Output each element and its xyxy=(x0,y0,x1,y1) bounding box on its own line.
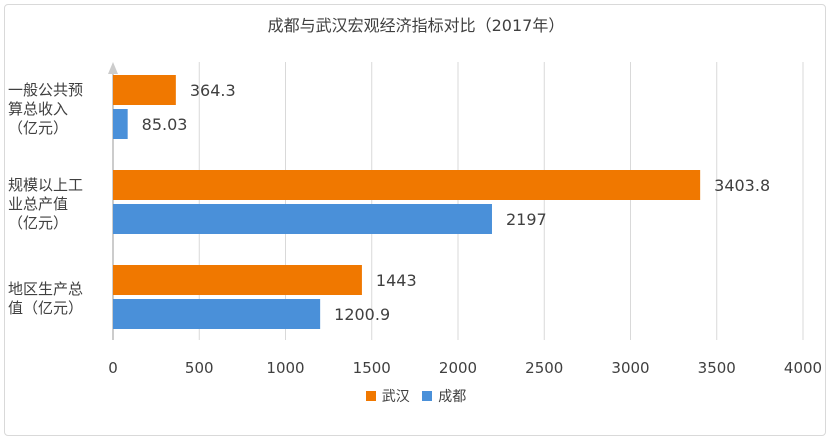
legend-label-wuhan: 武汉 xyxy=(381,389,410,405)
x-tick-label: 4000 xyxy=(784,359,822,377)
legend: 武汉 成都 xyxy=(0,386,832,406)
bar-value-label: 85.03 xyxy=(142,115,188,134)
x-tick-label: 2500 xyxy=(525,359,563,377)
x-tick-label: 1000 xyxy=(266,359,304,377)
x-tick-label: 0 xyxy=(108,359,118,377)
category-label: 一般公共预 算总收入 （亿元） xyxy=(8,80,84,137)
bar xyxy=(113,109,128,139)
chart-title: 成都与武汉宏观经济指标对比（2017年） xyxy=(267,16,565,35)
x-tick-label: 500 xyxy=(185,359,214,377)
category-label: 规模以上工 业总产值 （亿元） xyxy=(8,175,84,232)
category-label: 地区生产总 值（亿元） xyxy=(8,280,84,317)
bar-value-label: 2197 xyxy=(506,210,547,229)
x-tick-label: 1500 xyxy=(353,359,391,377)
x-tick-label: 3000 xyxy=(611,359,649,377)
bar-value-label: 3403.8 xyxy=(714,176,770,195)
legend-label-chengdu: 成都 xyxy=(438,389,467,405)
bar xyxy=(113,204,492,234)
legend-item-wuhan: 武汉 xyxy=(365,386,410,406)
bar-value-label: 1443 xyxy=(376,271,417,290)
bar xyxy=(113,299,321,329)
x-tick-label: 3500 xyxy=(698,359,736,377)
legend-item-chengdu: 成都 xyxy=(422,386,466,406)
bar-value-label: 1200.9 xyxy=(334,305,390,324)
legend-swatch-wuhan xyxy=(365,391,376,401)
x-tick-label: 2000 xyxy=(439,359,477,377)
bar-value-label: 364.3 xyxy=(190,81,236,100)
legend-swatch-chengdu xyxy=(422,391,433,401)
bar xyxy=(113,265,362,295)
bar xyxy=(113,170,701,200)
bar xyxy=(113,75,176,105)
y-axis-arrow xyxy=(108,62,118,74)
